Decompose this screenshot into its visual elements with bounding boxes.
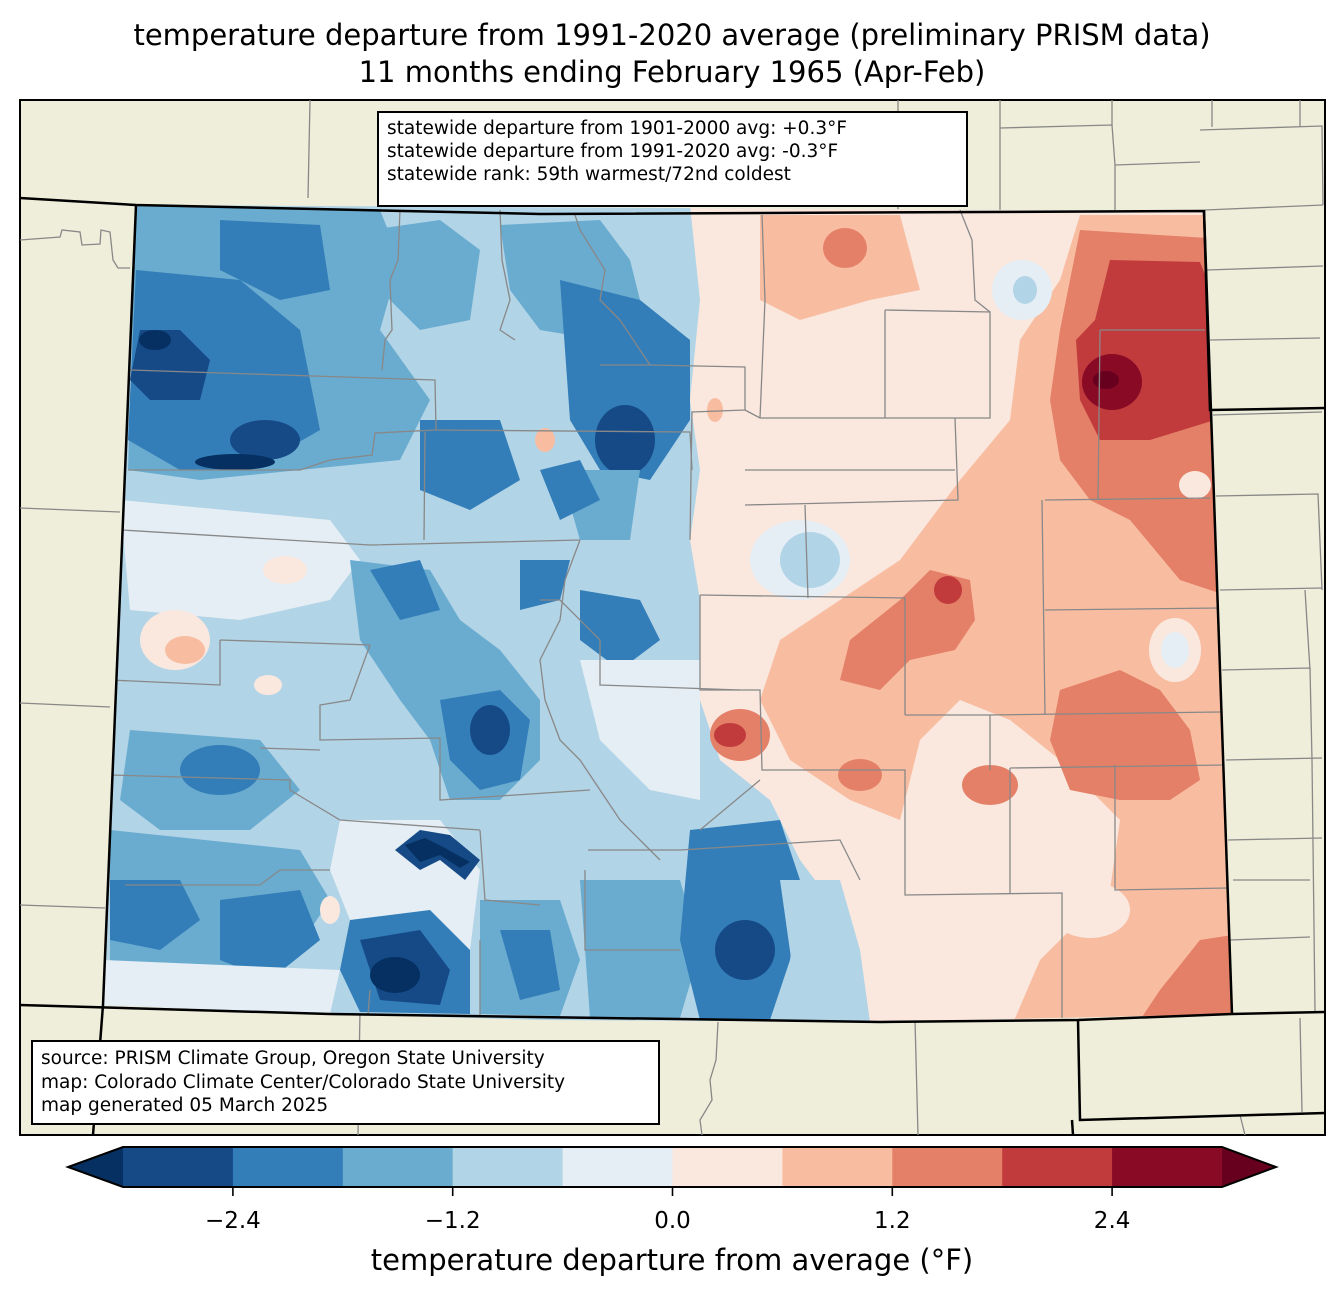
- colorbar-tick-label: −1.2: [425, 1208, 481, 1234]
- colorbar-label: temperature departure from average (°F): [0, 1243, 1344, 1277]
- colorbar-segment: [233, 1147, 343, 1187]
- colorbar-segment: [343, 1147, 453, 1187]
- colorbar-segment: [1002, 1147, 1112, 1187]
- colorbar-segment: [453, 1147, 563, 1187]
- colorbar-tick-label: −2.4: [205, 1208, 261, 1234]
- colorbar-segment: [123, 1147, 233, 1187]
- colorbar-tick-label: 2.4: [1094, 1208, 1131, 1234]
- colorbar-segment: [892, 1147, 1002, 1187]
- colorbar-segment: [1112, 1147, 1222, 1187]
- colorbar-segment: [673, 1147, 783, 1187]
- colorbar-segment: [782, 1147, 892, 1187]
- colorbar-under-arrow: [68, 1147, 123, 1187]
- colorbar-tick-label: 1.2: [874, 1208, 911, 1234]
- colorbar-over-arrow: [1222, 1147, 1276, 1187]
- colorbar-tick-label: 0.0: [654, 1208, 691, 1234]
- colorbar-segment: [563, 1147, 673, 1187]
